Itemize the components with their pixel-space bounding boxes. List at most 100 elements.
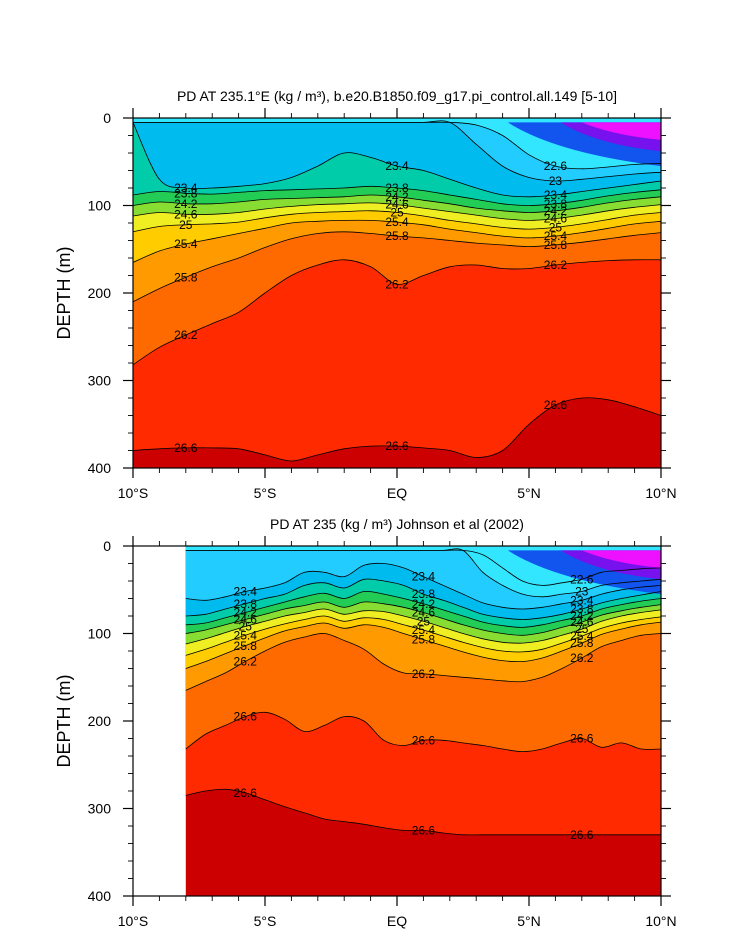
contour-label: 23.4 xyxy=(234,585,258,599)
contour-field: 22.62323.423.423.423.823.823.824.224.224… xyxy=(185,546,661,896)
x-tick-label: 5°N xyxy=(517,913,541,929)
y-tick-label: 400 xyxy=(88,888,112,904)
y-tick-label: 300 xyxy=(88,801,112,817)
contour-label: 22.6 xyxy=(544,159,568,173)
y-axis-label: DEPTH (m) xyxy=(54,247,74,340)
x-tick-label: 10°S xyxy=(118,913,149,929)
contour-label: 23.8 xyxy=(570,602,594,616)
contour-label: 26.2 xyxy=(385,277,409,291)
x-tick-label: 5°S xyxy=(254,485,277,501)
contour-label: 23.8 xyxy=(544,197,568,211)
isopycnal-line xyxy=(185,601,661,636)
contour-label: 25 xyxy=(179,218,193,232)
contour-label: 25 xyxy=(549,220,563,234)
isopycnal-line xyxy=(133,202,661,221)
contour-label: 23.8 xyxy=(412,587,436,601)
contour-label: 24.6 xyxy=(412,606,436,620)
y-tick-label: 100 xyxy=(88,198,112,214)
isopycnal-line xyxy=(133,122,661,198)
panel-bottom: 22.62323.423.423.423.823.823.824.224.224… xyxy=(54,516,677,929)
isopycnal-line xyxy=(133,120,661,182)
contour-label: 26.2 xyxy=(570,651,594,665)
contour-label: 26.6 xyxy=(385,439,409,453)
x-tick-label: 10°S xyxy=(118,485,149,501)
contour-label: 25 xyxy=(239,620,253,634)
contour-label: 26.2 xyxy=(412,667,436,681)
contour-label: 24.2 xyxy=(234,606,258,620)
contour-label: 25 xyxy=(575,622,589,636)
y-tick-label: 100 xyxy=(88,626,112,642)
chart-title: PD AT 235.1°E (kg / m³), b.e20.B1850.f09… xyxy=(177,88,617,104)
contour-label: 24.6 xyxy=(385,198,409,212)
contour-label: 23.4 xyxy=(412,570,436,584)
isopycnal-line xyxy=(185,788,661,836)
contour-label: 25.4 xyxy=(412,623,436,637)
contour-label: 25.8 xyxy=(412,633,436,647)
y-tick-label: 200 xyxy=(88,285,112,301)
contour-label: 23 xyxy=(575,585,589,599)
x-tick-label: 10°N xyxy=(645,485,676,501)
contour-label: 25 xyxy=(390,206,404,220)
x-tick-label: EQ xyxy=(387,485,407,501)
contour-label: 23.8 xyxy=(234,597,258,611)
isopycnal-line xyxy=(185,633,661,691)
contour-label: 26.6 xyxy=(234,710,258,724)
isopycnal-line xyxy=(133,259,661,366)
contour-label: 23 xyxy=(549,174,563,188)
isopycnal-line xyxy=(133,185,661,206)
contour-label: 25.8 xyxy=(174,270,198,284)
isopycnal-line xyxy=(185,608,661,645)
contour-label: 26.6 xyxy=(570,732,594,746)
isopycnal-line xyxy=(133,194,661,213)
isopycnal-line xyxy=(185,562,661,610)
contour-label: 23.8 xyxy=(385,181,409,195)
contour-label: 26.6 xyxy=(234,786,258,800)
contour-label: 25.8 xyxy=(234,639,258,653)
contour-label: 25.4 xyxy=(544,229,568,243)
isopycnal-line xyxy=(185,621,661,669)
contour-label: 26.6 xyxy=(412,733,436,747)
surface-minimum-region xyxy=(581,122,661,140)
surface-minimum-region xyxy=(581,550,661,568)
contour-label: 26.6 xyxy=(174,441,198,455)
contour-label: 26.6 xyxy=(570,828,594,842)
x-tick-label: 5°N xyxy=(517,485,541,501)
isopycnal-line xyxy=(133,219,661,263)
x-tick-label: EQ xyxy=(387,913,407,929)
contour-label: 24.2 xyxy=(544,204,568,218)
contour-label: 24.6 xyxy=(174,207,198,221)
chart-title: PD AT 235 (kg / m³) Johnson et al (2002) xyxy=(270,516,524,532)
isopycnal-line xyxy=(185,548,661,598)
isopycnal-line xyxy=(185,615,661,656)
contour-label: 24.2 xyxy=(385,190,409,204)
contour-label: 24.2 xyxy=(570,609,594,623)
contour-label: 24.6 xyxy=(234,613,258,627)
contour-label: 24.6 xyxy=(570,615,594,629)
contour-label: 25.8 xyxy=(570,636,594,650)
y-tick-label: 200 xyxy=(88,713,112,729)
contour-label: 26.2 xyxy=(544,258,568,272)
contour-label: 23.8 xyxy=(174,186,198,200)
contour-label: 26.2 xyxy=(174,328,198,342)
y-tick-label: 0 xyxy=(103,538,111,554)
x-tick-label: 5°S xyxy=(254,913,277,929)
y-tick-label: 0 xyxy=(103,110,111,126)
x-tick-label: 10°N xyxy=(645,913,676,929)
y-axis-label: DEPTH (m) xyxy=(54,675,74,768)
contour-label: 23.4 xyxy=(174,181,198,195)
contour-label: 23.4 xyxy=(544,188,568,202)
contour-label: 26.6 xyxy=(412,823,436,837)
contour-label: 24.2 xyxy=(412,597,436,611)
contour-label: 25.4 xyxy=(570,629,594,643)
y-tick-label: 400 xyxy=(88,460,112,476)
contour-label: 22.6 xyxy=(570,572,594,586)
isopycnal-line xyxy=(133,231,661,303)
isopycnal-line xyxy=(133,210,661,233)
contour-label: 23.4 xyxy=(570,593,594,607)
contour-label: 26.6 xyxy=(544,398,568,412)
contour-label: 24.2 xyxy=(174,197,198,211)
contour-label: 25.4 xyxy=(234,628,258,642)
isopycnal-line xyxy=(185,711,661,753)
